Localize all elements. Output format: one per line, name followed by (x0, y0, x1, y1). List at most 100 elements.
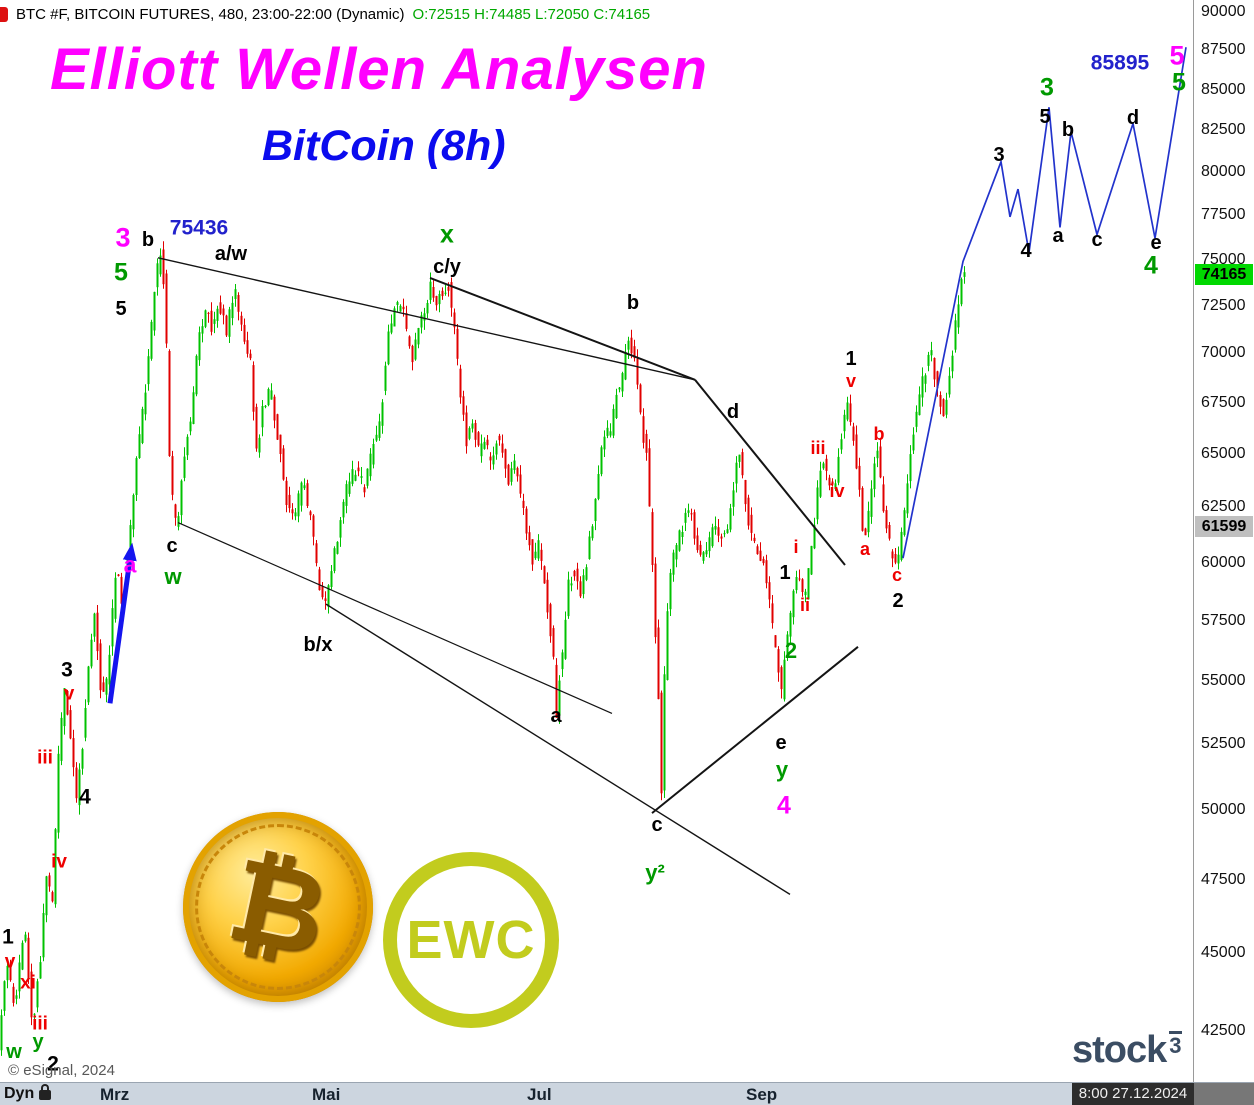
wave-label: 3 (61, 658, 73, 682)
month-label: Mai (312, 1085, 341, 1104)
wave-label: c (651, 814, 663, 836)
ohlc-readout: O:72515 H:74485 L:72050 C:74165 (412, 5, 651, 23)
wave-label: y (775, 757, 789, 782)
wave-label: b/x (303, 634, 333, 656)
bitcoin-logo: ₿ (183, 812, 373, 1002)
price-tick: 62500 (1201, 498, 1246, 516)
wave-label: c (166, 535, 178, 557)
wave-label: 1 (845, 348, 857, 370)
stock3-logo-sup: 3 (1169, 1031, 1182, 1058)
wave-label: v (4, 951, 16, 973)
price-tick: 65000 (1201, 445, 1246, 462)
wave-label: b (873, 424, 885, 444)
price-axis[interactable]: 90000 87500 85000 82500 80000 77500 75000 72500… (1193, 0, 1254, 1083)
chart-header: BTC #F, BITCOIN FUTURES, 480, 23:00-22:0… (0, 4, 650, 24)
wave-label: ii (799, 595, 811, 615)
wave-label: 5 (1169, 40, 1185, 71)
price-tick: 80000 (1201, 162, 1246, 180)
wave-label: 4 (1020, 240, 1032, 262)
wave-label: a (859, 539, 871, 559)
wave-label: y² (645, 860, 665, 885)
wave-label: 5 (1172, 68, 1186, 97)
current-price-badge: 74165 (1195, 263, 1253, 285)
ewc-logo-text: EWC (406, 910, 536, 970)
price-tick: 60000 (1201, 553, 1246, 571)
esignal-logo-icon (0, 6, 8, 22)
axis-corner (1194, 1083, 1254, 1105)
lock-icon (39, 1084, 52, 1100)
wave-label: d (726, 401, 740, 423)
wave-label: b (141, 229, 155, 251)
wave-label: iv (829, 481, 845, 501)
wave-label: iii (37, 747, 53, 769)
wave-label: 3 (115, 222, 131, 253)
price-tick: 85000 (1201, 80, 1246, 98)
price-tick: 52500 (1201, 735, 1246, 753)
symbol-info: BTC #F, BITCOIN FUTURES, 480, 23:00-22:0… (16, 5, 405, 23)
price-tick: 67500 (1201, 393, 1246, 411)
wave-label: 5 (114, 258, 128, 287)
copyright-notice: © eSignal, 2024 (8, 1062, 115, 1079)
wave-label: e (775, 732, 787, 754)
datetime-badge: 8:00 27.12.2024 (1072, 1083, 1194, 1105)
price-tick: 70000 (1201, 344, 1246, 362)
stock3-logo-text: stock (1072, 1029, 1167, 1071)
chart-subtitle: BitCoin (8h) (262, 122, 506, 170)
wave-label: y (32, 1031, 44, 1053)
price-tick: 57500 (1201, 611, 1246, 629)
wave-label: w (164, 564, 182, 589)
month-label: Jul (527, 1085, 552, 1104)
price-tick: 77500 (1201, 206, 1246, 224)
secondary-price-badge: 61599 (1195, 516, 1253, 537)
price-tick: 72500 (1201, 296, 1246, 314)
wave-label: 3 (993, 144, 1005, 166)
wave-label: a (1052, 225, 1064, 247)
time-axis[interactable]: Dyn Mrz Mai Jul Sep 8:00 27.12.2024 (0, 1082, 1254, 1105)
wave-label: v (63, 683, 75, 705)
wave-label: v (845, 371, 857, 391)
dyn-mode-button[interactable]: Dyn (4, 1084, 52, 1103)
wave-label: iii (810, 438, 826, 458)
wave-label: 4 (777, 791, 791, 820)
page-title: Elliott Wellen Analysen (50, 37, 708, 102)
wave-label: b (1061, 119, 1075, 141)
wave-label: b (626, 292, 640, 314)
wave-label: xi (20, 972, 36, 994)
wave-label: iii (32, 1013, 48, 1035)
month-label: Mrz (100, 1085, 130, 1104)
wave-label: c (891, 565, 903, 585)
wave-label: 1 (2, 925, 14, 949)
wave-label: e (1150, 232, 1162, 254)
wave-label: 3 (1040, 73, 1054, 102)
wave-label: 5 (1039, 106, 1051, 128)
wave-label: 2 (784, 638, 798, 663)
wave-label: 4 (79, 785, 91, 809)
ewc-logo: EWC (383, 852, 559, 1028)
price-tick: 42500 (1201, 1022, 1246, 1040)
bitcoin-icon: ₿ (218, 833, 338, 981)
price-tick: 45000 (1201, 944, 1246, 962)
price-tick: 47500 (1201, 871, 1246, 889)
wave-label: 5 (115, 298, 127, 320)
wave-label: 1 (779, 562, 791, 584)
price-tick: 75000 (1201, 250, 1246, 268)
stock3-logo: stock 3 (1072, 1031, 1182, 1069)
wave-label: iv (51, 851, 67, 873)
price-tick: 90000 (1201, 3, 1246, 20)
wave-label: i (793, 537, 799, 557)
wave-label: 2 (892, 590, 904, 612)
price-tick: 82500 (1201, 121, 1246, 139)
wave-label: 4 (1144, 251, 1158, 280)
price-tick: 55000 (1201, 671, 1246, 689)
wave-label: c (1091, 229, 1103, 251)
price-tick: 50000 (1201, 801, 1246, 819)
wave-label: c/y (433, 256, 461, 278)
wave-label: d (1126, 107, 1140, 129)
wave-label: 75436 (169, 216, 229, 240)
wave-label: a (550, 705, 562, 727)
dyn-mode-label: Dyn (4, 1085, 35, 1102)
wave-label: x (440, 220, 454, 249)
wave-label: 85895 (1090, 51, 1150, 75)
